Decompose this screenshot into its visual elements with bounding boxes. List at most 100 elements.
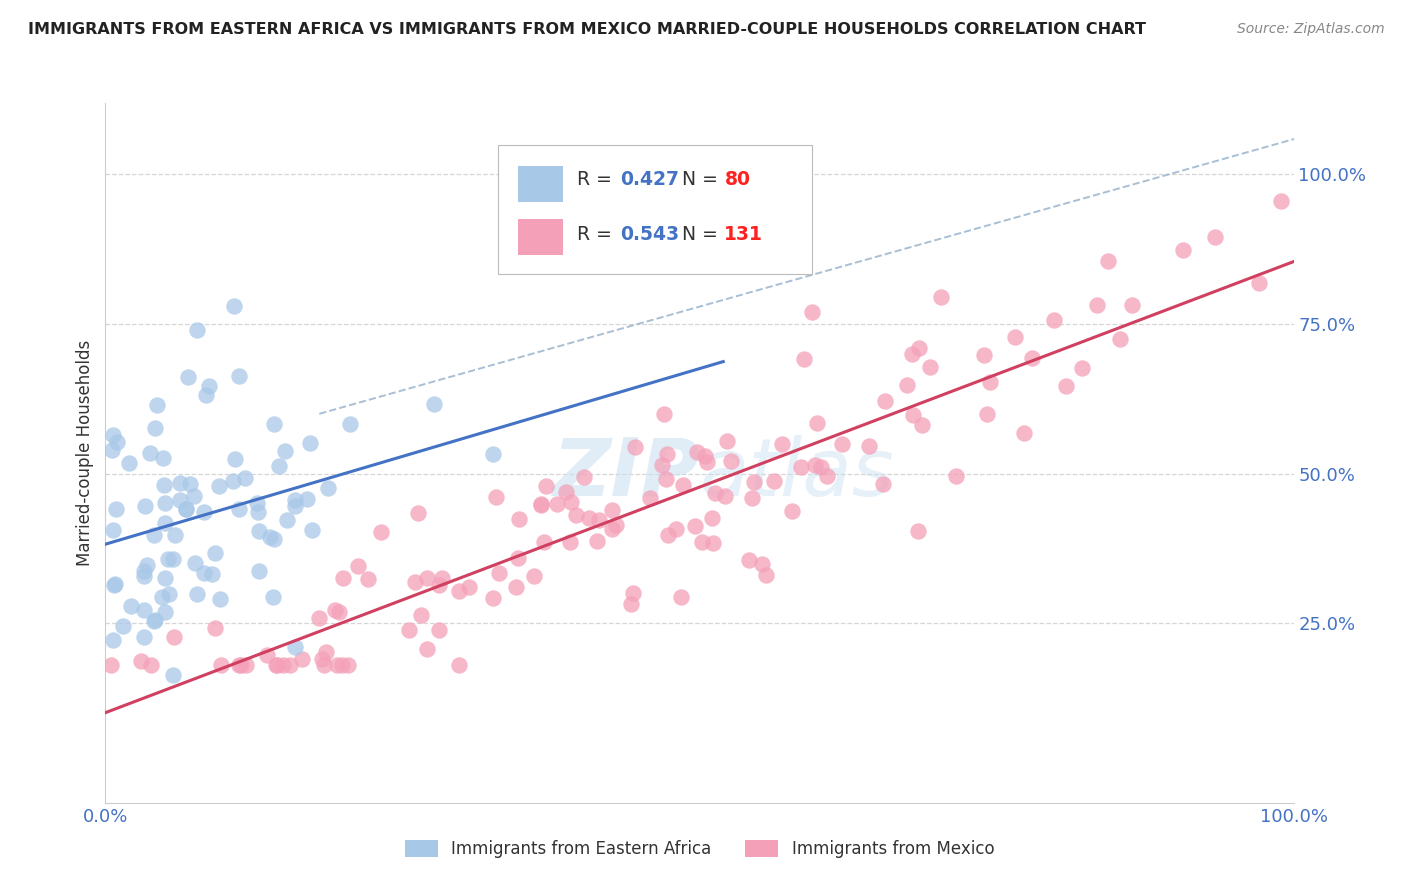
FancyBboxPatch shape <box>517 166 562 202</box>
Point <box>153 571 176 585</box>
Point <box>918 359 941 374</box>
Point <box>157 551 180 566</box>
Point <box>1054 379 1077 393</box>
Point <box>755 568 778 582</box>
Point <box>330 658 353 673</box>
Point <box>111 619 134 633</box>
Point <box>700 510 723 524</box>
Point <box>295 491 318 506</box>
Point <box>508 511 530 525</box>
Point <box>222 474 245 488</box>
Text: ZIP: ZIP <box>553 434 700 513</box>
Point <box>523 568 546 582</box>
Point <box>1012 426 1035 441</box>
Point <box>283 492 305 507</box>
Text: atlas: atlas <box>700 434 894 513</box>
Point <box>259 530 281 544</box>
Point <box>652 407 675 421</box>
Text: N =: N = <box>682 225 724 244</box>
Point <box>505 580 527 594</box>
Point <box>143 421 166 435</box>
Point <box>152 451 174 466</box>
FancyBboxPatch shape <box>498 145 813 274</box>
Point <box>135 558 157 573</box>
Point <box>873 394 896 409</box>
Point <box>1071 361 1094 376</box>
Point <box>105 434 128 449</box>
Point <box>370 524 392 539</box>
Point <box>332 571 354 585</box>
Point <box>686 444 709 458</box>
Point <box>1087 298 1109 312</box>
Point <box>416 641 439 656</box>
Point <box>235 658 257 673</box>
Point <box>430 571 453 585</box>
Point <box>274 443 297 458</box>
Point <box>901 408 924 422</box>
Point <box>806 416 828 430</box>
Point <box>600 522 623 536</box>
Point <box>1171 243 1194 257</box>
Point <box>560 494 582 508</box>
Text: 80: 80 <box>724 170 751 189</box>
Point <box>208 591 231 606</box>
Point <box>103 632 125 647</box>
Point <box>169 476 191 491</box>
Point <box>907 524 929 538</box>
Point <box>193 566 215 580</box>
Point <box>447 658 470 673</box>
Point <box>831 437 853 451</box>
Text: 0.427: 0.427 <box>620 170 679 189</box>
Point <box>179 477 201 491</box>
Point <box>737 553 759 567</box>
Point <box>530 497 553 511</box>
Point <box>534 478 557 492</box>
Point <box>284 640 307 654</box>
Point <box>183 489 205 503</box>
Point <box>657 447 679 461</box>
Legend: Immigrants from Eastern Africa, Immigrants from Mexico: Immigrants from Eastern Africa, Immigran… <box>398 833 1001 864</box>
Point <box>256 648 278 663</box>
Point <box>162 668 184 682</box>
Point <box>357 573 380 587</box>
Point <box>209 658 232 673</box>
Point <box>134 499 156 513</box>
Point <box>931 290 953 304</box>
Point <box>780 503 803 517</box>
Point <box>585 534 607 549</box>
Point <box>247 524 270 538</box>
Text: 0.543: 0.543 <box>620 225 679 244</box>
Point <box>131 654 153 668</box>
Text: 131: 131 <box>724 225 763 244</box>
Point <box>100 443 122 458</box>
Point <box>201 566 224 581</box>
Point <box>800 305 823 319</box>
Point <box>605 518 627 533</box>
Point <box>308 611 330 625</box>
Point <box>1109 332 1132 346</box>
Point <box>228 658 250 673</box>
Point <box>153 516 176 530</box>
Point <box>578 511 600 525</box>
Point <box>555 485 578 500</box>
Point <box>284 499 307 513</box>
Point <box>770 436 793 450</box>
Point <box>118 456 141 470</box>
Point <box>315 645 337 659</box>
Point <box>1097 254 1119 268</box>
Point <box>103 427 125 442</box>
Point <box>143 528 166 542</box>
Point <box>132 564 155 578</box>
Point <box>339 417 361 431</box>
Point <box>651 458 673 472</box>
Point <box>398 624 420 638</box>
Point <box>204 621 226 635</box>
Point <box>665 522 688 536</box>
Point <box>624 440 647 454</box>
Point <box>751 558 773 572</box>
Point <box>907 342 929 356</box>
Point <box>683 518 706 533</box>
Point <box>103 523 125 537</box>
Point <box>488 566 510 580</box>
Point <box>174 502 197 516</box>
